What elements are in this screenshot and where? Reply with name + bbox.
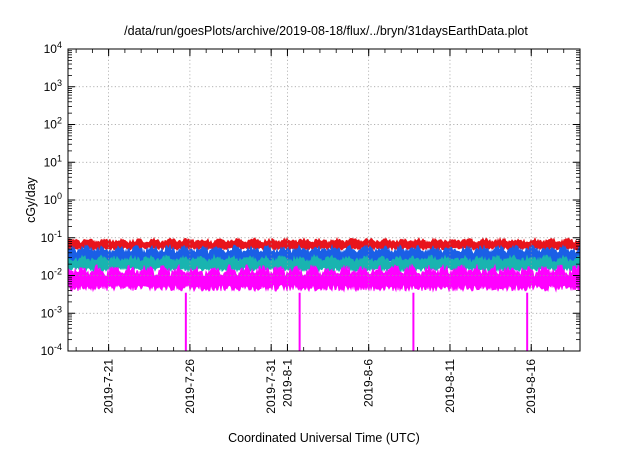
y-tick-label: 100 <box>44 191 62 207</box>
y-tick-label: 104 <box>44 40 62 56</box>
y-tick-label: 10-1 <box>41 229 62 245</box>
x-tick-label: 2019-7-21 <box>102 359 116 414</box>
y-tick-label: 10-3 <box>41 304 62 320</box>
x-tick-label: 2019-8-11 <box>443 359 457 413</box>
y-tick-label: 102 <box>44 116 62 132</box>
x-axis: 2019-7-21 2019-7-26 2019-7-31 2019-8-1 2019-… <box>75 49 581 414</box>
x-tick-label: 2019-8-16 <box>524 359 538 414</box>
plot-area <box>67 236 581 351</box>
y-tick-label: 10-4 <box>41 342 62 358</box>
y-axis-label: cGy/day <box>24 176 38 223</box>
y-tick-label: 103 <box>44 78 62 94</box>
x-tick-label: 2019-8-6 <box>362 359 376 407</box>
chart-title: /data/run/goesPlots/archive/2019-08-18/f… <box>124 24 528 38</box>
x-tick-label: 2019-7-26 <box>183 359 197 414</box>
x-axis-label: Coordinated Universal Time (UTC) <box>228 431 420 445</box>
y-tick-label: 101 <box>44 153 62 169</box>
y-tick-label: 10-2 <box>41 267 62 283</box>
y-axis: 10-4 10-3 10-2 10-1 100 101 102 103 104 <box>41 40 580 358</box>
x-tick-label: 2019-8-1 <box>280 359 294 407</box>
x-tick-label: 2019-7-31 <box>264 359 278 414</box>
